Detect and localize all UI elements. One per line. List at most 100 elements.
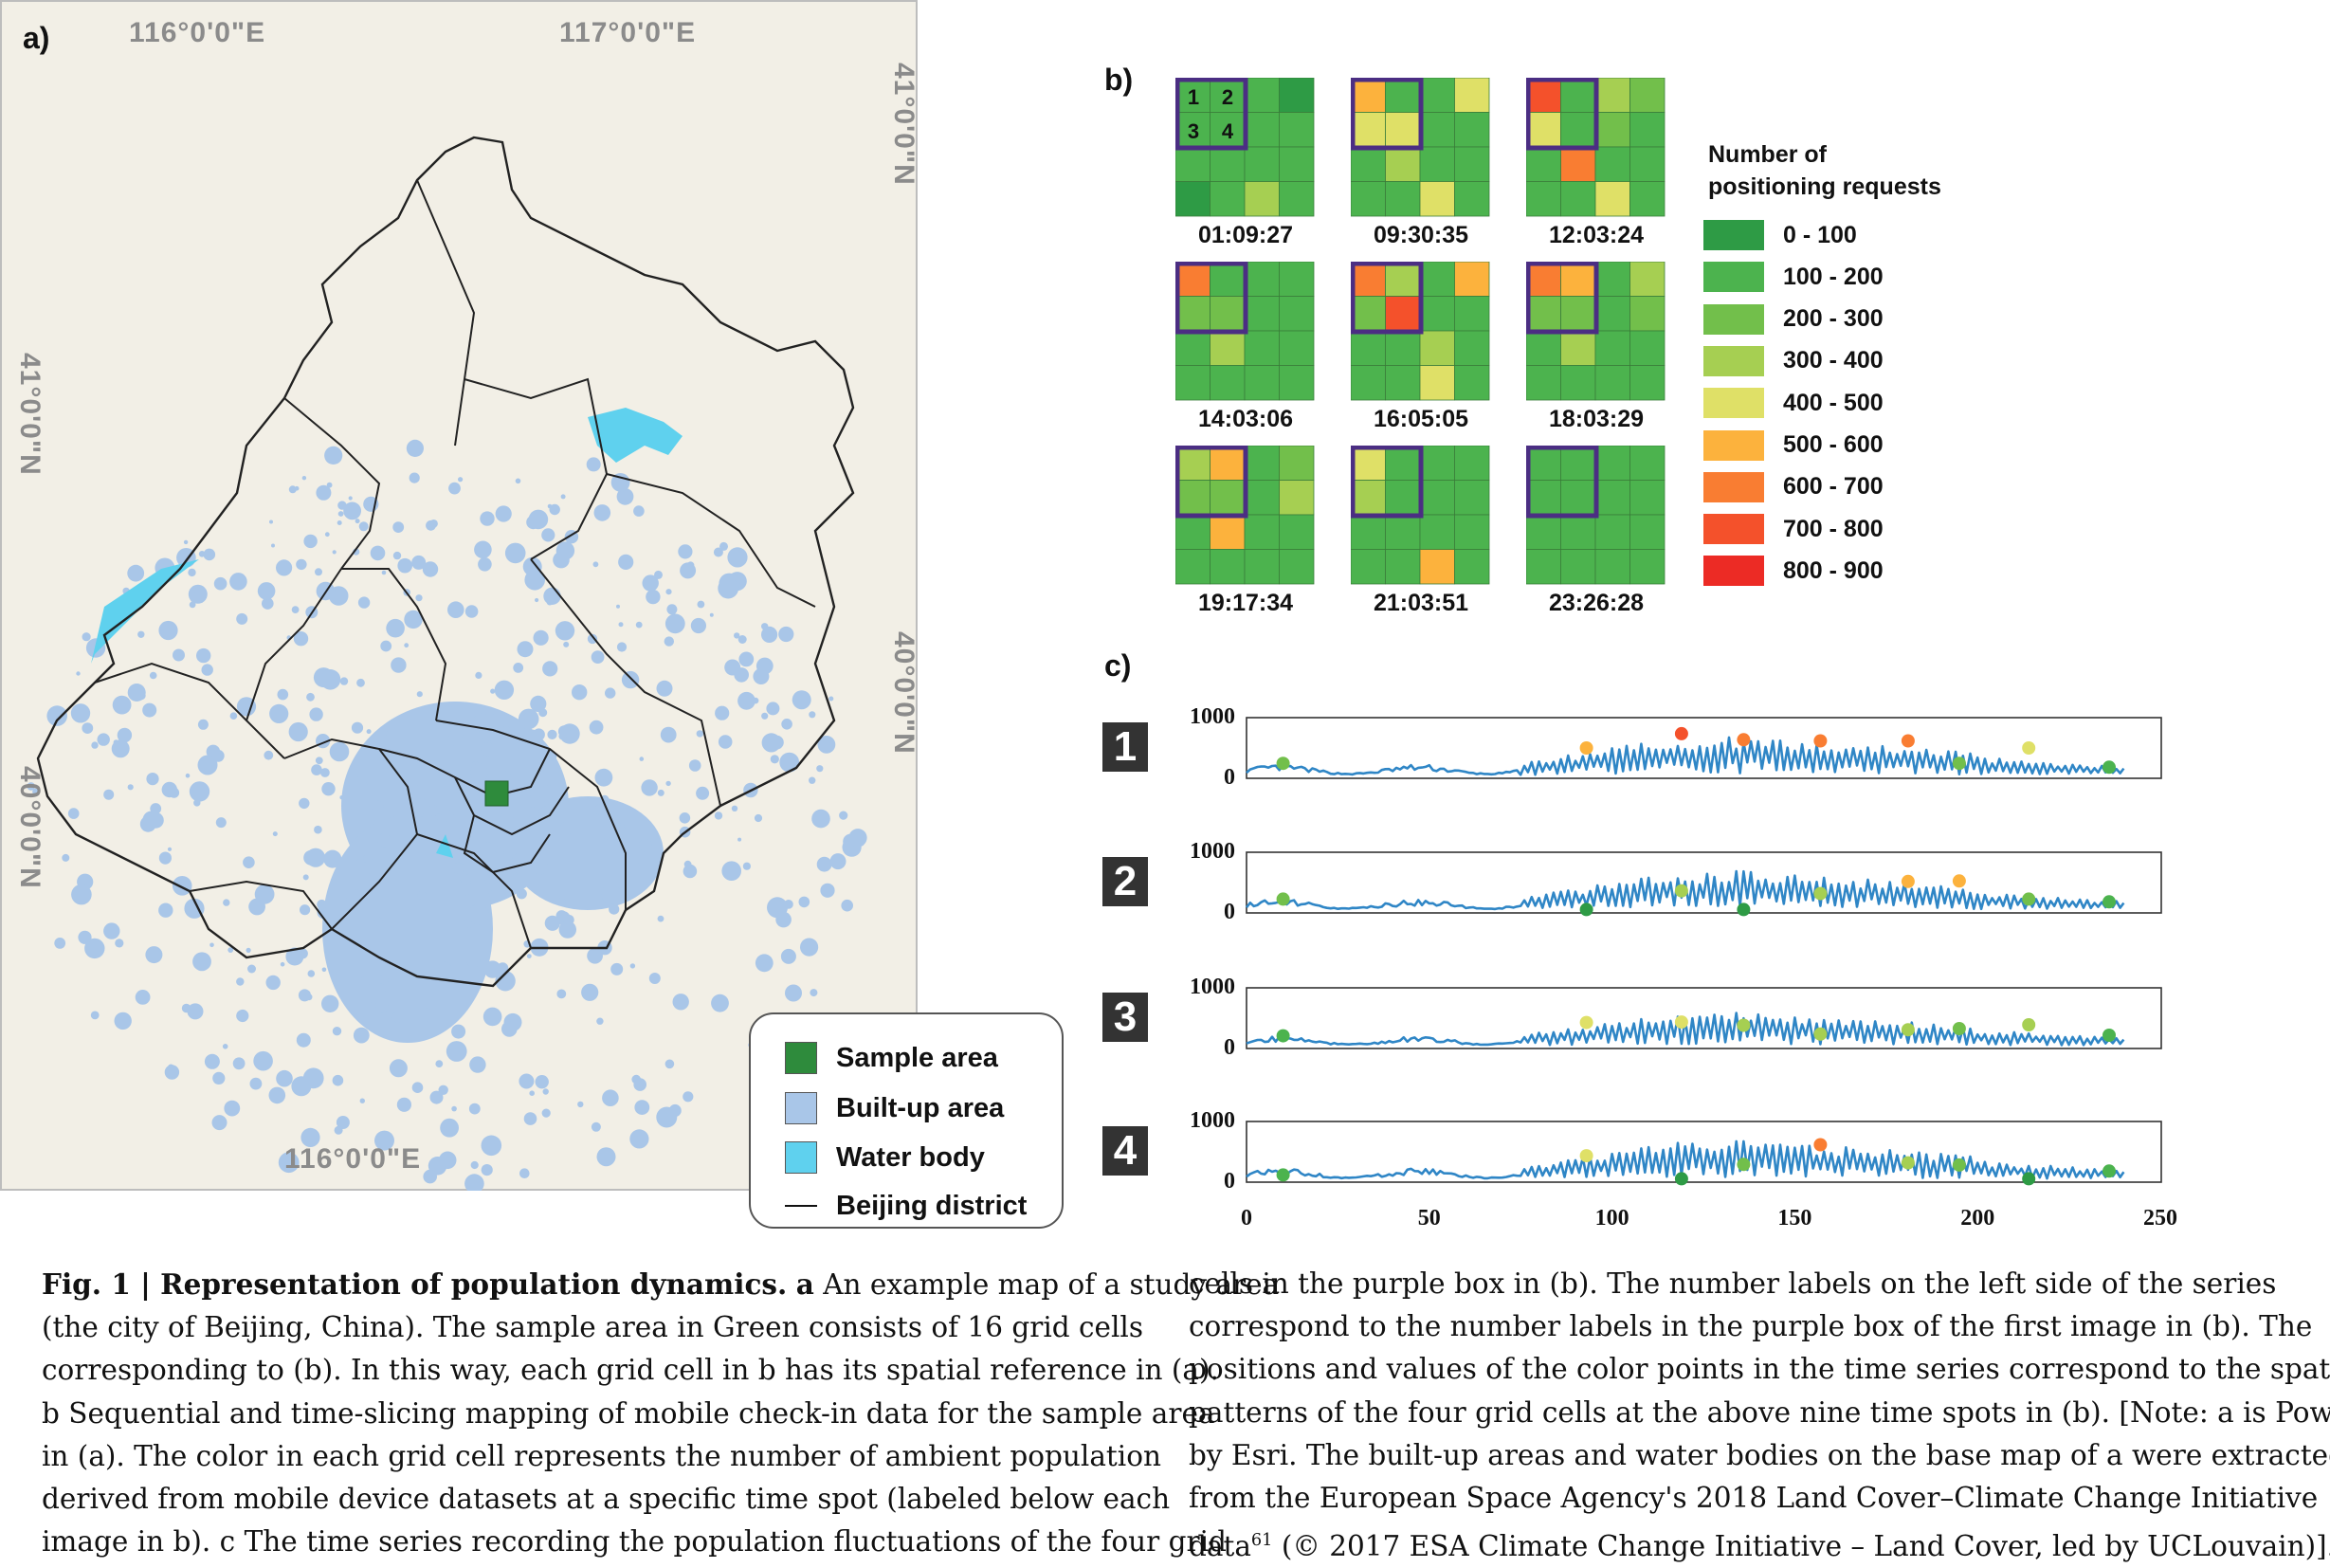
district-line: [378, 748, 551, 798]
y-tick-label: 1000: [1190, 704, 1235, 729]
built-up-patch: [480, 511, 495, 526]
built-up-patch: [397, 557, 413, 574]
built-up-patch: [440, 1118, 459, 1138]
built-up-patch: [320, 768, 330, 777]
built-up-patch: [316, 484, 332, 501]
built-up-patch: [356, 757, 362, 763]
series-color-point: [2102, 1029, 2116, 1042]
water-body-swatch: [785, 1141, 817, 1174]
built-up-patch: [594, 768, 613, 787]
built-up-patch: [277, 688, 289, 701]
grid-cell-number: 3: [1187, 119, 1200, 143]
built-up-patch: [364, 982, 386, 1004]
built-up-patch: [633, 505, 645, 517]
grid-legend-label: 200 - 300: [1783, 305, 1884, 333]
grid-cell: [1279, 330, 1315, 366]
purple-highlight-box: [1526, 262, 1599, 335]
series-color-point: [1276, 1168, 1290, 1182]
y-tick-label: 0: [1224, 765, 1235, 790]
panel-c-label: c): [1104, 648, 1132, 683]
built-up-patch: [679, 812, 691, 824]
grid-legend-item: 100 - 200: [1703, 262, 1884, 293]
grid-legend-label: 100 - 200: [1783, 263, 1884, 290]
district-line: [283, 738, 419, 930]
grid-legend-item: 700 - 800: [1703, 514, 1884, 545]
caption-line: Fig. 1 | Representation of population dy…: [42, 1263, 1279, 1306]
built-up-patch: [792, 690, 811, 710]
built-up-patch: [211, 1115, 228, 1131]
built-up-patch: [337, 520, 342, 525]
built-up-patch: [262, 597, 274, 610]
district-line: [606, 473, 816, 608]
built-up-patch: [339, 795, 344, 800]
series-number-badge: 3: [1102, 993, 1148, 1042]
built-up-patch: [370, 545, 386, 561]
built-up-patch: [392, 551, 402, 560]
series-color-point: [1674, 1172, 1688, 1186]
grid-cell: [1210, 365, 1246, 401]
built-up-patch: [70, 703, 91, 723]
grid-cell: [1279, 262, 1315, 297]
legend-title-line: Number of: [1708, 141, 1827, 168]
grid-cell: [1279, 365, 1315, 401]
series-color-point: [1579, 1015, 1593, 1030]
built-up-patch: [535, 597, 539, 603]
grid-cell: [1210, 112, 1246, 148]
built-up-patch: [557, 898, 566, 906]
grid-cell: [1594, 146, 1630, 182]
built-up-patch: [809, 776, 816, 784]
grid-cell: [1560, 78, 1596, 113]
caption-line: data61 (© 2017 ESA Climate Change Initia…: [1189, 1520, 2330, 1568]
caption-line: by Esri. The built-up areas and water bo…: [1189, 1438, 2330, 1471]
built-up-patch: [411, 555, 427, 570]
series-color-point: [1737, 903, 1751, 917]
built-up-patch: [737, 635, 747, 644]
built-up-patch: [422, 561, 439, 577]
built-up-patch: [523, 1112, 537, 1125]
caption-line: corresponding to (b). In this way, each …: [42, 1354, 1219, 1387]
built-up-patch: [483, 960, 501, 978]
grid-timestamp: 21:03:51: [1373, 590, 1469, 616]
grid-cell: [1560, 296, 1596, 332]
built-up-patch: [179, 651, 184, 657]
built-up-patch: [249, 1077, 263, 1090]
grid-svg: [1175, 446, 1315, 585]
built-up-patch: [296, 1032, 311, 1048]
grid-cell: [1594, 480, 1630, 516]
built-up-patch: [323, 849, 342, 868]
built-up-patch: [696, 786, 710, 800]
caption-text: data: [1189, 1530, 1251, 1563]
series-color-point: [1737, 733, 1751, 747]
built-up-patch: [528, 856, 540, 868]
grid-cell: [1385, 296, 1421, 332]
built-up-patch: [317, 899, 327, 910]
built-up-patch: [528, 509, 549, 530]
built-up-patch: [404, 610, 423, 629]
built-up-patch: [829, 853, 846, 870]
grid-cell: [1560, 365, 1596, 401]
built-up-patch: [848, 829, 867, 848]
built-up-patch: [248, 898, 265, 916]
y-tick-label: 1000: [1190, 1108, 1235, 1133]
grid-cell: [1454, 549, 1490, 585]
built-up-patch: [375, 1000, 389, 1013]
built-up-patch: [660, 726, 677, 743]
grid-legend-label: 400 - 500: [1783, 389, 1884, 416]
built-up-patch: [618, 554, 634, 571]
built-up-patch: [478, 557, 492, 572]
built-up-patch: [519, 1073, 535, 1089]
built-up-patch: [519, 1168, 530, 1178]
built-up-patch: [348, 496, 353, 501]
built-up-patch: [203, 548, 216, 561]
built-up-patch: [430, 1092, 441, 1103]
series-color-point: [2102, 895, 2116, 909]
built-up-patch: [596, 1147, 616, 1167]
grid-cell: [1351, 446, 1386, 481]
built-up-patch: [529, 1090, 535, 1096]
series-color-point: [1952, 1158, 1966, 1172]
series-color-point: [1901, 874, 1915, 888]
built-up-patch: [201, 664, 213, 676]
caption-line: positions and values of the color points…: [1189, 1353, 2330, 1386]
built-up-patch: [605, 687, 616, 699]
built-up-patch: [363, 854, 373, 864]
